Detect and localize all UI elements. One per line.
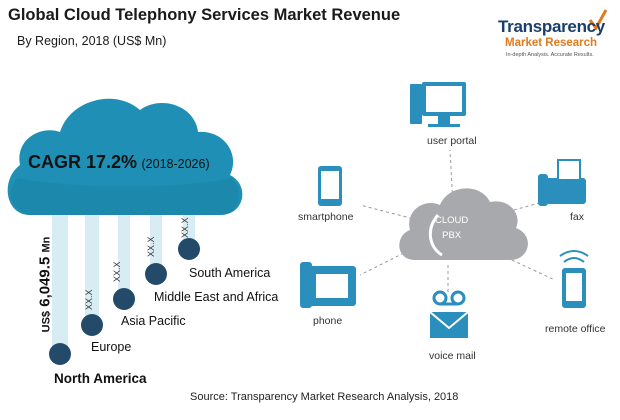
service-label-phone: phone <box>313 315 343 327</box>
handset-icon <box>428 214 443 257</box>
region-label-mea: Middle East and Africa <box>154 290 279 304</box>
region-label-europe: Europe <box>91 340 132 354</box>
region-nodes <box>49 238 200 365</box>
service-label-fax: fax <box>570 211 585 223</box>
total-value: 6,049.5 <box>36 256 54 307</box>
node-mea <box>145 263 167 285</box>
region-strings <box>52 210 195 355</box>
value-label-europe: XX.X <box>84 289 94 310</box>
pbx-label: CLOUD PBX <box>435 213 468 243</box>
string-mea <box>150 210 162 270</box>
service-label-user-portal: user portal <box>427 135 477 147</box>
total-unit: US$ <box>40 310 53 333</box>
value-label-asia-pacific: XX.X <box>112 261 122 282</box>
logo-main: Transparency <box>498 17 605 36</box>
value-label-south-america: XX.X <box>180 217 190 238</box>
voicemail-icon <box>429 290 469 338</box>
chart-subtitle: By Region, 2018 (US$ Mn) <box>17 34 167 48</box>
string-north-america <box>52 210 68 355</box>
fax-icon <box>538 159 586 206</box>
value-label-mea: XX.X <box>146 236 156 257</box>
string-asia-pacific <box>118 210 130 295</box>
logo-check-icon <box>588 9 608 31</box>
cloud-pbx-diagram <box>300 82 589 338</box>
total-value-label: US$ 6,049.5 Mn <box>37 220 54 350</box>
region-label-south-america: South America <box>189 266 271 280</box>
source-note: Source: Transparency Market Research Ana… <box>190 391 459 403</box>
region-label-asia-pacific: Asia Pacific <box>121 314 186 328</box>
logo-sub: Market Research <box>505 37 598 49</box>
pbx-label-line2: PBX <box>442 230 462 241</box>
node-south-america <box>178 238 200 260</box>
desk-phone-icon <box>300 262 356 308</box>
chart-title: Global Cloud Telephony Services Market R… <box>8 6 401 24</box>
node-north-america <box>49 343 71 365</box>
region-label-north-america: North America <box>54 371 147 386</box>
logo-tagline: In-depth Analysis. Accurate Results. <box>506 52 594 58</box>
cloud-shape <box>7 98 243 215</box>
service-label-remote-office: remote office <box>545 323 606 335</box>
node-asia-pacific <box>113 288 135 310</box>
total-suffix: Mn <box>40 236 53 253</box>
cagr-value: CAGR 17.2% <box>28 152 138 172</box>
service-label-smartphone: smartphone <box>298 211 354 223</box>
pbx-label-line1: CLOUD <box>435 215 469 226</box>
string-europe <box>85 210 99 320</box>
cagr-period: (2018-2026) <box>141 157 210 171</box>
smartphone-icon <box>318 166 342 206</box>
service-label-voice-mail: voice mail <box>429 350 476 362</box>
node-europe <box>81 314 103 336</box>
remote-office-icon <box>559 250 589 308</box>
revenue-cloud-graphic <box>7 98 243 365</box>
string-south-america <box>183 210 195 245</box>
cagr-label: CAGR 17.2% (2018-2026) <box>28 152 210 173</box>
monitor-icon <box>410 82 466 127</box>
